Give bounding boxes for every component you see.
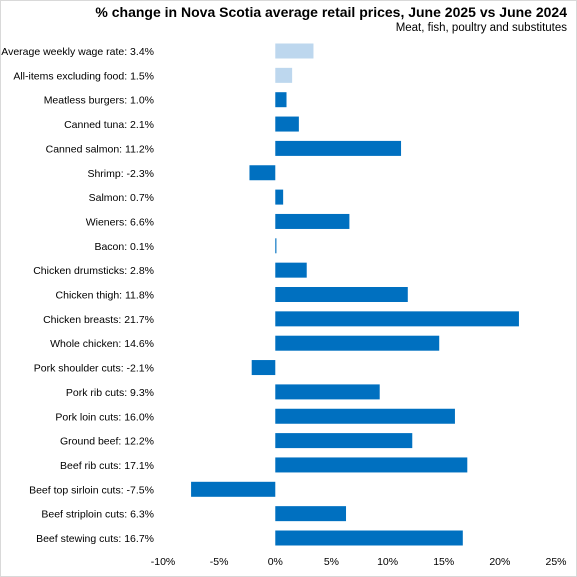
bar [275,238,277,254]
category-label: Bacon: 0.1% [94,241,154,253]
category-label: Pork loin cuts: 16.0% [55,411,154,423]
category-label: Meatless burgers: 1.0% [44,95,154,107]
category-label: Beef rib cuts: 17.1% [60,460,154,472]
category-label: Wieners: 6.6% [86,216,154,228]
x-tick-label: 15% [433,556,454,568]
category-label: Canned salmon: 11.2% [46,143,154,155]
bar [275,43,314,59]
category-label: Chicken thigh: 11.8% [56,290,154,302]
x-tick-label: 10% [377,556,398,568]
x-tick-label: -10% [151,556,176,568]
bar [191,481,276,497]
category-label: Beef top sirloin cuts: -7.5% [29,484,154,496]
chart-subtitle: Meat, fish, poultry and substitutes [395,22,567,34]
category-label: Chicken breasts: 21.7% [43,314,154,326]
category-label: Ground beef: 12.2% [60,436,154,448]
chart-title: % change in Nova Scotia average retail p… [95,4,567,20]
category-label: Shrimp: -2.3% [87,168,154,180]
bar [275,335,440,351]
category-label: Chicken drumsticks: 2.8% [33,265,154,277]
category-label: Beef stewing cuts: 16.7% [36,533,154,545]
bar [275,92,287,108]
bar [275,311,519,327]
x-tick-label: -5% [210,556,229,568]
bar [275,506,347,522]
category-label: Beef striploin cuts: 6.3% [41,509,154,521]
bar [275,408,455,424]
bar [275,384,380,400]
x-tick-label: 20% [489,556,510,568]
x-tick-label: 5% [324,556,339,568]
category-label: Salmon: 0.7% [89,192,154,204]
bar [275,433,413,449]
x-tick-label: 0% [268,556,283,568]
category-label: Canned tuna: 2.1% [64,119,154,131]
bar [275,67,293,83]
category-label: Average weekly wage rate: 3.4% [1,46,154,58]
category-label: Pork shoulder cuts: -2.1% [34,363,154,375]
category-label: All-items excluding food: 1.5% [13,70,154,82]
bar [275,262,307,278]
bar [275,140,402,156]
bar [275,457,468,473]
bar [251,360,276,376]
x-tick-label: 25% [545,556,566,568]
bar [275,116,299,132]
bar [275,287,408,302]
category-label: Pork rib cuts: 9.3% [66,387,154,399]
bar [275,189,284,205]
bar [249,165,276,181]
bar [275,530,463,546]
category-label: Whole chicken: 14.6% [50,338,154,350]
bar [275,213,350,229]
